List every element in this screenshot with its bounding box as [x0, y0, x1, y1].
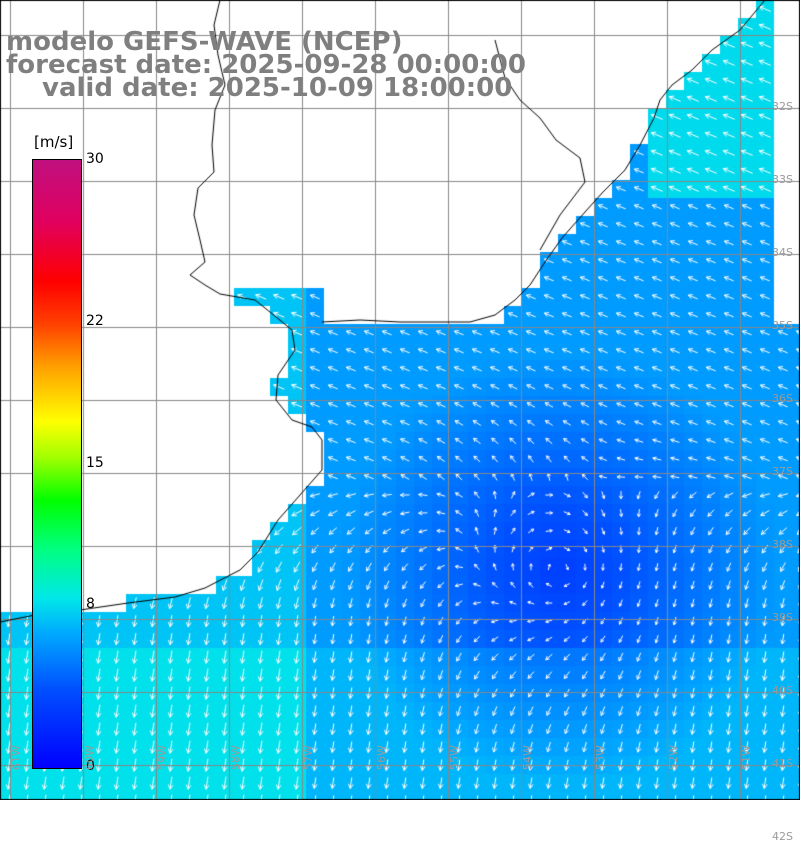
latitude-label: 37S [772, 465, 793, 478]
colorbar [32, 159, 82, 769]
longitude-label: 54W [521, 745, 534, 770]
latitude-label: 32S [772, 100, 793, 113]
colorbar-tick-label: 30 [86, 151, 104, 167]
longitude-label: 59W [156, 745, 169, 770]
colorbar-tick-label: 15 [86, 454, 104, 471]
longitude-label: 56W [375, 745, 388, 770]
longitude-label: 57W [302, 745, 315, 770]
latitude-label: 40S [772, 684, 793, 697]
valid-date: valid date: 2025-10-09 18:00:00 [42, 73, 513, 103]
longitude-label: 58W [229, 745, 242, 770]
latitude-label: 34S [772, 246, 793, 259]
forecast-date: forecast date: 2025-09-28 00:00:00 [6, 50, 526, 80]
colorbar-tick-label: 8 [86, 596, 95, 613]
longitude-label: 52W [667, 745, 680, 770]
longitude-label: 60W [83, 745, 96, 770]
colorbar-unit: [m/s] [33, 133, 75, 151]
model-title: modelo GEFS-WAVE (NCEP) [6, 27, 403, 57]
latitude-label: 41S [772, 757, 793, 770]
wind-map [0, 0, 800, 800]
colorbar-tick-label: 0 [86, 758, 95, 774]
latitude-label: 35S [772, 319, 793, 332]
longitude-label: 61W [10, 745, 23, 770]
longitude-label: 53W [594, 745, 607, 770]
latitude-label: 42S [772, 830, 793, 843]
latitude-label: 38S [772, 538, 793, 551]
longitude-label: 55W [448, 745, 461, 770]
colorbar-tick-label: 22 [86, 312, 104, 329]
longitude-label: 51W [740, 745, 753, 770]
latitude-label: 33S [772, 173, 793, 186]
latitude-label: 39S [772, 611, 793, 624]
latitude-label: 36S [772, 392, 793, 405]
